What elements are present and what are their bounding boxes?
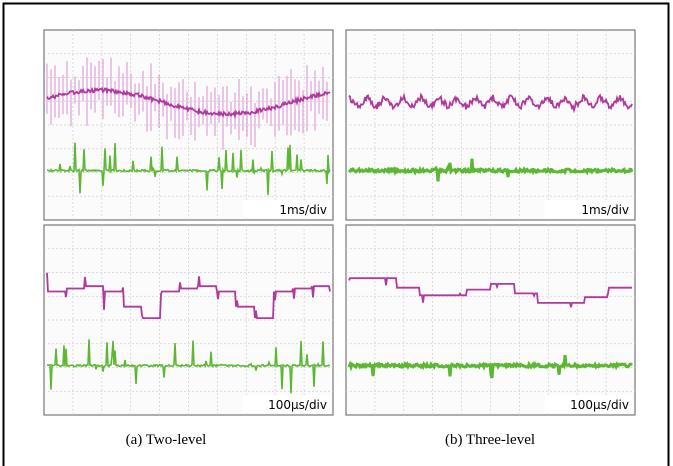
scope-panel: 100µs/div <box>346 225 635 415</box>
caption: (a) Two-level <box>126 432 207 448</box>
time-scale: 1ms/div <box>279 203 327 217</box>
scope-panel: 100µs/div <box>44 225 333 415</box>
time-scale: 100µs/div <box>570 398 629 412</box>
caption: (b) Three-level <box>445 432 535 448</box>
time-scale: 1ms/div <box>581 203 629 217</box>
time-scale: 100µs/div <box>268 398 327 412</box>
scope-panel: 1ms/div <box>346 30 635 220</box>
scope-panel: 1ms/div <box>44 30 333 220</box>
figure: 1ms/div 1ms/div 100µs/div 100µs/div (a) Two… <box>0 0 673 466</box>
